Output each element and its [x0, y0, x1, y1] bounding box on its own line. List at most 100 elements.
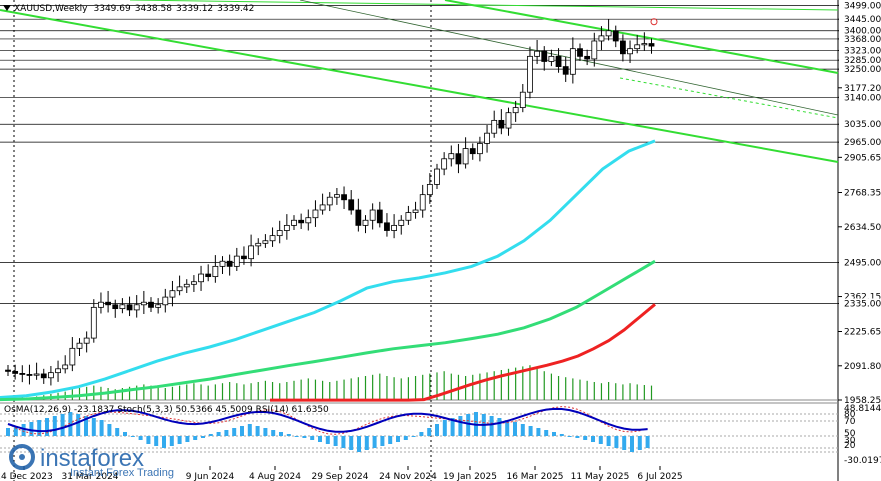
price-label-bg	[839, 0, 881, 11]
oscillator-panel	[0, 406, 838, 453]
osma-histogram-bar	[450, 418, 455, 436]
osma-histogram-bar	[13, 426, 18, 436]
candle-body	[398, 219, 405, 226]
price-label: 1958.25	[844, 396, 881, 406]
channel-line-3	[129, 0, 839, 11]
horizontal-levels	[0, 5, 838, 304]
candle-body	[83, 337, 90, 344]
osma-histogram-bar	[208, 434, 213, 436]
candle-body	[255, 242, 262, 247]
candle-body	[319, 204, 326, 211]
time-label: 24 Nov 2024	[379, 472, 437, 481]
osma-histogram-bar	[637, 436, 642, 450]
price-label-bg	[839, 119, 881, 130]
candle-body	[226, 260, 233, 267]
price-label: 2495.00	[844, 259, 881, 269]
osma-histogram-bar	[411, 436, 416, 437]
candle-body	[33, 373, 40, 376]
osma-histogram-bar	[427, 428, 432, 436]
candle-body	[190, 281, 197, 285]
osma-histogram-bar	[310, 436, 315, 440]
candle-body	[627, 48, 633, 55]
price-label: 2091.80	[844, 362, 881, 372]
candle-body	[98, 301, 104, 308]
osma-histogram-bar	[489, 416, 494, 436]
candle-body	[198, 273, 204, 283]
candle-body	[519, 91, 526, 108]
osma-histogram-bar	[575, 436, 580, 438]
channel-line-2	[444, 0, 839, 74]
osma-histogram-bar	[630, 436, 634, 452]
price-label: 3250.00	[844, 65, 881, 75]
price-candles	[5, 18, 658, 386]
candle-body	[469, 148, 476, 155]
candle-body	[283, 224, 290, 231]
osma-histogram-bar	[263, 428, 268, 436]
candle-body	[119, 304, 126, 310]
candle-body	[369, 209, 376, 221]
channel-line-1	[0, 9, 839, 163]
trend-channel	[0, 0, 839, 163]
candle-body	[312, 209, 319, 219]
candle-body	[612, 30, 619, 42]
osma-histogram-bar	[380, 436, 385, 446]
osma-histogram-bar	[138, 436, 143, 440]
candle-body	[391, 224, 398, 231]
candle-body	[348, 199, 355, 211]
osma-histogram-bar	[364, 436, 369, 450]
osma-histogram-bar	[458, 416, 463, 436]
osma-histogram-bar	[388, 436, 393, 444]
price-label-bg	[839, 257, 881, 268]
price-label: 3035.00	[844, 120, 881, 130]
osma-histogram-bar	[333, 436, 338, 446]
price-label-bg	[839, 45, 881, 56]
oscillator-axis-label: -30.0197	[844, 456, 881, 466]
osma-histogram-bar	[645, 436, 650, 448]
osma-histogram-bar	[115, 428, 120, 436]
osma-histogram-bar	[52, 416, 57, 436]
osma-histogram-bar	[552, 432, 556, 436]
candle-body	[620, 40, 626, 55]
osma-histogram-bar	[396, 436, 400, 442]
price-label: 3368.00	[844, 35, 881, 45]
candle-body	[562, 66, 569, 75]
candle-body	[605, 30, 612, 37]
osma-histogram-bar	[146, 436, 151, 444]
brand-name: instaforex	[40, 445, 144, 472]
candle-body	[462, 148, 469, 165]
candle-body	[298, 219, 305, 224]
oscillator-axis-label: 80	[844, 410, 856, 420]
instaforex-watermark: instaforex Instant Forex Trading	[9, 444, 174, 479]
osma-histogram-bar	[99, 420, 104, 436]
candle-body	[62, 364, 69, 370]
osma-histogram-bar	[91, 418, 96, 436]
oscillator-axis-label: 50	[844, 429, 856, 439]
price-axis: 3499.00 3445.00 3400.003368.003323.003285.…	[838, 0, 881, 406]
candle-body	[219, 260, 226, 267]
osma-histogram-bar	[419, 432, 424, 436]
support-trendline	[299, 0, 839, 116]
candle-body	[248, 245, 255, 260]
osma-histogram-bar	[614, 436, 619, 448]
osma-histogram-bar	[60, 414, 65, 436]
price-label-bg	[839, 14, 881, 25]
candle-body	[105, 301, 111, 306]
candle-body	[555, 55, 562, 67]
candle-body	[112, 304, 119, 310]
candle-body	[412, 209, 419, 213]
osma-histogram-bar	[591, 436, 595, 442]
osma-histogram-bar	[622, 436, 627, 450]
candle-body	[162, 296, 169, 306]
candle-body	[212, 265, 219, 278]
candle-body	[419, 194, 426, 211]
price-label-bg	[839, 298, 881, 309]
osma-histogram-bar	[154, 436, 159, 446]
candle-body	[176, 286, 183, 292]
time-label: 4 Aug 2024	[249, 472, 301, 481]
candle-body	[441, 158, 448, 170]
candle-body	[233, 255, 240, 267]
osma-histogram-bar	[45, 418, 49, 436]
osma-histogram-bar	[6, 428, 10, 436]
price-label: 2634.50	[844, 223, 881, 233]
